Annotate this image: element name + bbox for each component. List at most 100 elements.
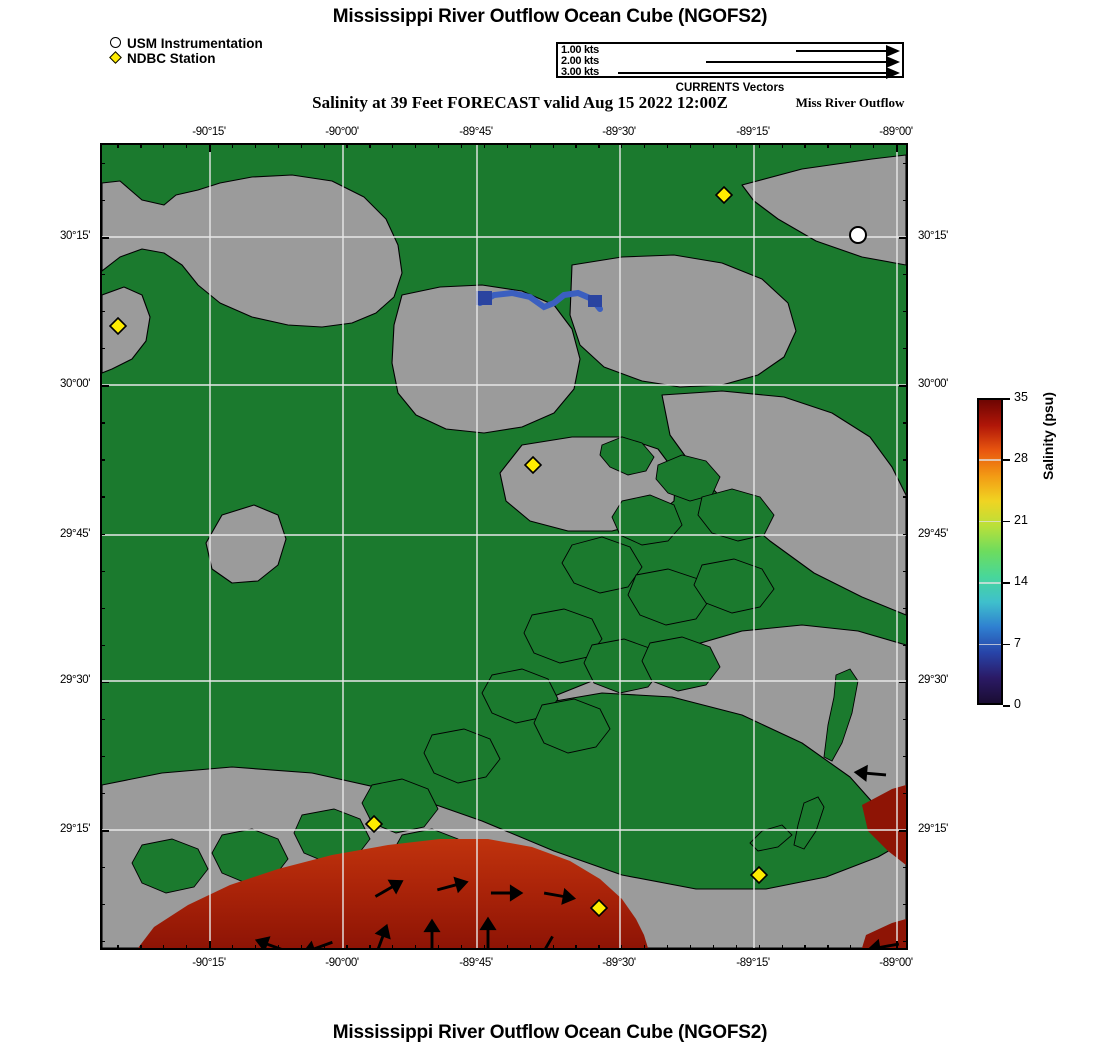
x-tick-top bbox=[689, 143, 692, 148]
y-tick-right bbox=[903, 348, 908, 350]
x-tick-bottom bbox=[346, 945, 348, 950]
y-tick-left bbox=[100, 385, 109, 387]
station-marker-layer[interactable] bbox=[108, 185, 867, 918]
y-tick-left bbox=[100, 904, 105, 906]
y-tick-right bbox=[903, 792, 908, 795]
x-tick-bottom bbox=[323, 945, 325, 950]
colorbar-separator bbox=[979, 643, 1001, 646]
y-axis-label-right: 30°15' bbox=[918, 230, 948, 242]
map-plot-area[interactable] bbox=[100, 143, 908, 950]
arrow-icon bbox=[886, 45, 900, 57]
y-tick-right bbox=[903, 867, 908, 869]
x-tick-bottom bbox=[735, 945, 737, 950]
y-axis-label-right: 30°00' bbox=[918, 378, 948, 390]
x-tick-bottom bbox=[804, 945, 806, 950]
y-tick-right bbox=[899, 681, 908, 684]
y-tick-right bbox=[903, 644, 908, 646]
colorbar-tick bbox=[1003, 705, 1010, 707]
current-vector-arrow bbox=[543, 887, 577, 905]
x-tick-top bbox=[781, 143, 783, 148]
y-tick-left bbox=[100, 792, 105, 795]
x-tick-top bbox=[369, 143, 371, 148]
y-tick-right bbox=[903, 162, 908, 165]
station-marker-ndbc[interactable] bbox=[364, 814, 384, 834]
x-tick-bottom bbox=[209, 941, 211, 950]
x-tick-bottom bbox=[438, 945, 440, 950]
station-marker-ndbc[interactable] bbox=[108, 316, 128, 336]
station-marker-ndbc[interactable] bbox=[749, 865, 769, 885]
y-tick-right bbox=[903, 496, 908, 498]
x-tick-bottom bbox=[896, 941, 898, 950]
x-axis-label-bottom: -90°15' bbox=[192, 957, 226, 969]
colorbar-tick bbox=[1003, 520, 1010, 523]
footer-title: Mississippi River Outflow Ocean Cube (NG… bbox=[332, 1022, 768, 1043]
colorbar-title: Salinity (psu) bbox=[1040, 392, 1056, 480]
currents-legend-box: 1.00 kts 2.00 kts 3.00 kts bbox=[556, 42, 904, 79]
station-marker-ndbc[interactable] bbox=[589, 898, 609, 918]
legend-label-ndbc: NDBC Station bbox=[127, 51, 216, 66]
x-tick-bottom bbox=[506, 945, 508, 950]
x-axis-label-top: -89°45' bbox=[459, 126, 493, 138]
x-tick-bottom bbox=[598, 945, 600, 950]
x-tick-bottom bbox=[529, 945, 531, 950]
station-marker-ndbc[interactable] bbox=[523, 455, 543, 475]
y-tick-right bbox=[903, 941, 908, 943]
x-tick-top bbox=[529, 143, 531, 148]
y-tick-left bbox=[100, 570, 105, 572]
colorbar-tick-label: 0 bbox=[1014, 697, 1021, 711]
y-tick-left bbox=[100, 496, 105, 498]
y-tick-right bbox=[903, 274, 908, 276]
x-tick-bottom bbox=[231, 945, 234, 950]
x-tick-top bbox=[209, 143, 211, 152]
x-axis-label-top: -89°30' bbox=[602, 126, 636, 138]
x-tick-bottom bbox=[644, 945, 646, 950]
x-tick-bottom bbox=[758, 945, 760, 950]
current-vector-arrow bbox=[374, 879, 404, 898]
x-tick-top bbox=[804, 143, 806, 148]
x-tick-top bbox=[186, 143, 188, 148]
y-tick-right bbox=[903, 422, 908, 424]
x-tick-bottom bbox=[850, 945, 852, 950]
colorbar-tick bbox=[1003, 643, 1010, 646]
x-tick-bottom bbox=[667, 945, 669, 950]
x-tick-bottom bbox=[552, 945, 554, 950]
x-tick-bottom bbox=[712, 945, 715, 950]
x-tick-top bbox=[758, 143, 760, 148]
currents-legend-shaft bbox=[706, 61, 886, 63]
colorbar-tick-label: 14 bbox=[1014, 574, 1028, 589]
page-title: Mississippi River Outflow Ocean Cube (NG… bbox=[332, 6, 768, 27]
y-tick-right bbox=[903, 570, 908, 572]
colorbar[interactable] bbox=[977, 398, 1003, 705]
x-axis-label-bottom: -89°00' bbox=[879, 957, 913, 969]
station-marker-ndbc[interactable] bbox=[714, 185, 734, 205]
arrow-icon bbox=[886, 56, 900, 68]
legend-item-ndbc: NDBC Station bbox=[108, 50, 263, 66]
x-tick-top bbox=[254, 143, 257, 148]
map-canvas bbox=[102, 145, 906, 948]
x-tick-top bbox=[735, 143, 737, 148]
x-tick-top bbox=[667, 143, 669, 148]
y-axis-label-left: 29°15' bbox=[60, 823, 90, 835]
x-tick-top bbox=[346, 143, 348, 148]
current-vector-arrow bbox=[479, 916, 497, 948]
x-tick-bottom bbox=[415, 945, 417, 950]
y-tick-right bbox=[899, 385, 908, 387]
x-tick-top bbox=[483, 143, 486, 148]
x-tick-bottom bbox=[392, 945, 394, 950]
station-legend: USM Instrumentation NDBC Station bbox=[108, 36, 263, 66]
y-tick-left bbox=[100, 867, 105, 869]
y-tick-right bbox=[903, 533, 908, 535]
station-marker-usm[interactable] bbox=[849, 226, 867, 244]
y-tick-left bbox=[100, 237, 109, 239]
colorbar-tick bbox=[1003, 398, 1010, 400]
x-tick-bottom bbox=[873, 945, 875, 950]
colorbar-separator bbox=[979, 459, 1001, 461]
y-tick-left bbox=[100, 607, 105, 609]
barrier-islands bbox=[749, 668, 859, 852]
x-tick-top bbox=[140, 143, 142, 148]
current-vector-arrow bbox=[254, 936, 286, 948]
x-tick-top bbox=[575, 143, 577, 148]
y-tick-left bbox=[100, 644, 105, 646]
x-tick-bottom bbox=[117, 945, 119, 950]
y-axis-label-left: 29°30' bbox=[60, 674, 90, 686]
